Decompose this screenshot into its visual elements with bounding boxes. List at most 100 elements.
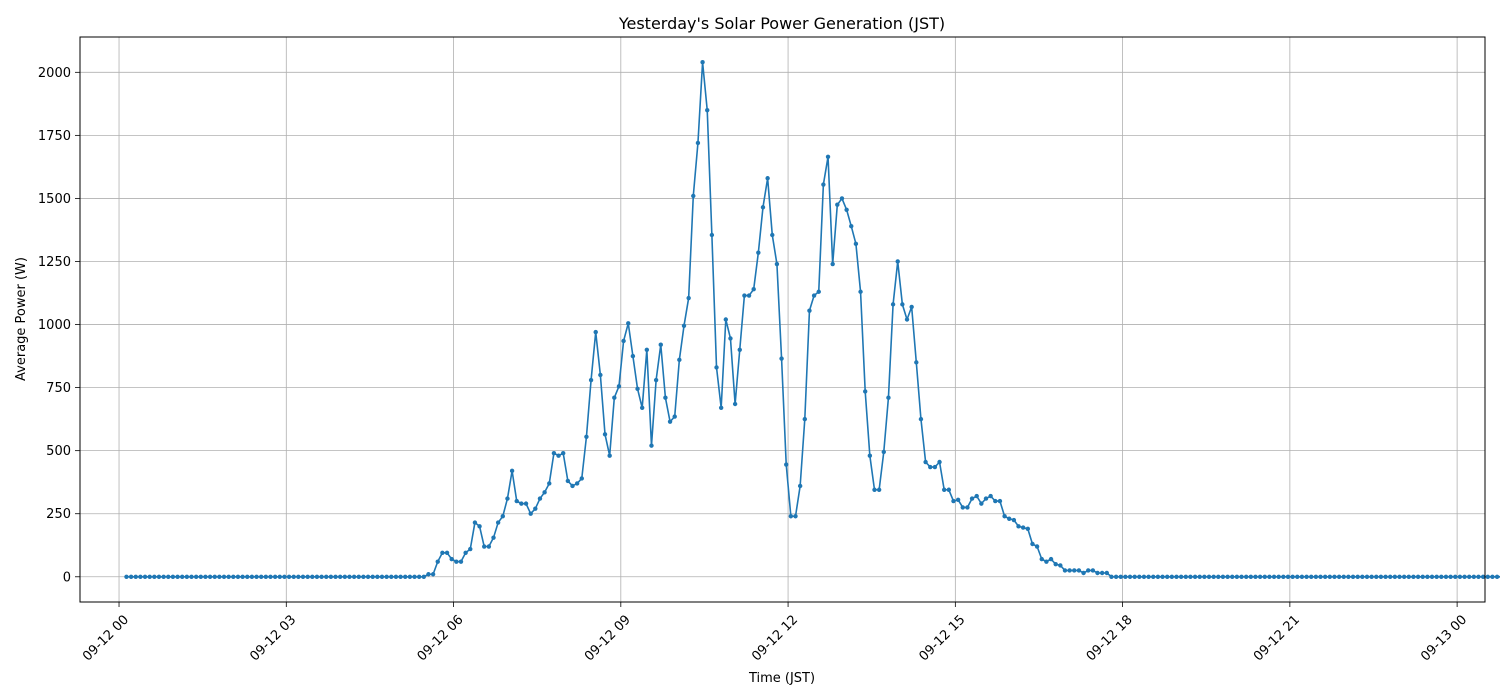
data-point bbox=[1025, 526, 1031, 532]
data-point bbox=[514, 498, 519, 504]
data-point bbox=[1346, 574, 1351, 579]
data-point bbox=[895, 259, 900, 264]
data-point bbox=[635, 386, 640, 392]
data-point bbox=[1090, 568, 1096, 573]
data-point bbox=[170, 574, 176, 579]
data-point bbox=[1267, 574, 1272, 579]
data-point bbox=[1183, 574, 1188, 579]
data-point bbox=[1234, 574, 1240, 579]
data-point bbox=[426, 572, 431, 577]
data-point bbox=[1123, 574, 1128, 579]
data-point bbox=[835, 202, 840, 207]
data-point bbox=[1388, 574, 1393, 579]
data-point bbox=[1457, 574, 1463, 579]
y-tick-label: 1750 bbox=[38, 129, 71, 144]
data-point bbox=[133, 574, 138, 579]
data-point bbox=[128, 574, 134, 579]
data-point bbox=[207, 574, 213, 579]
data-point bbox=[365, 574, 371, 579]
data-point bbox=[1420, 574, 1425, 579]
data-point bbox=[547, 481, 552, 486]
data-point bbox=[342, 574, 348, 579]
data-point bbox=[1253, 574, 1258, 579]
data-point bbox=[180, 574, 185, 579]
y-tick-label: 1250 bbox=[38, 255, 71, 270]
data-point bbox=[1304, 574, 1309, 579]
data-point bbox=[807, 308, 812, 313]
data-point bbox=[1369, 574, 1374, 579]
data-point bbox=[816, 289, 821, 294]
data-point bbox=[760, 205, 766, 210]
data-point bbox=[1299, 574, 1305, 579]
data-point bbox=[1434, 574, 1439, 579]
data-point bbox=[1494, 574, 1500, 579]
data-point bbox=[788, 514, 794, 519]
x-tick-label: 09-13 00 bbox=[1418, 612, 1470, 664]
data-point bbox=[1020, 525, 1026, 530]
data-point bbox=[1364, 574, 1370, 579]
data-point bbox=[881, 449, 886, 455]
data-point bbox=[565, 478, 571, 484]
data-point bbox=[691, 193, 696, 199]
data-point bbox=[537, 496, 543, 501]
data-point bbox=[407, 574, 413, 579]
data-point bbox=[519, 501, 524, 506]
data-point bbox=[324, 574, 329, 579]
data-point bbox=[152, 574, 157, 579]
data-point bbox=[584, 434, 589, 439]
data-point bbox=[1072, 568, 1077, 573]
data-point bbox=[217, 574, 222, 579]
y-tick-label: 1000 bbox=[38, 318, 71, 333]
x-tick-label: 09-12 21 bbox=[1251, 612, 1303, 664]
data-point bbox=[639, 405, 645, 410]
data-point bbox=[1383, 574, 1388, 579]
data-point bbox=[955, 497, 961, 503]
data-point bbox=[1336, 574, 1342, 579]
data-point bbox=[714, 365, 719, 370]
x-tick-label: 09-12 09 bbox=[582, 612, 634, 664]
data-point bbox=[1113, 574, 1119, 579]
data-point bbox=[1137, 574, 1142, 579]
data-point bbox=[770, 232, 775, 238]
data-point bbox=[561, 450, 566, 456]
data-point bbox=[1225, 574, 1230, 579]
data-point bbox=[663, 395, 668, 400]
data-point bbox=[960, 505, 965, 510]
data-point bbox=[444, 550, 450, 556]
data-point bbox=[1295, 574, 1300, 579]
data-point bbox=[440, 550, 445, 556]
data-point bbox=[291, 574, 296, 579]
data-point bbox=[184, 574, 190, 579]
data-point bbox=[361, 574, 366, 579]
data-point bbox=[430, 572, 436, 577]
data-point bbox=[319, 574, 324, 579]
data-point bbox=[774, 261, 780, 267]
data-point bbox=[1206, 574, 1212, 579]
plot-background bbox=[80, 37, 1485, 602]
data-point bbox=[533, 506, 538, 511]
data-point bbox=[1202, 574, 1207, 579]
data-point bbox=[979, 501, 984, 506]
data-point bbox=[1262, 574, 1267, 579]
x-tick-label: 09-12 00 bbox=[80, 612, 132, 664]
data-point bbox=[1448, 574, 1453, 579]
data-point bbox=[528, 511, 533, 516]
data-point bbox=[1378, 574, 1384, 579]
data-point bbox=[1411, 574, 1416, 579]
data-point bbox=[1160, 574, 1165, 579]
data-point bbox=[1007, 516, 1012, 521]
data-point bbox=[876, 487, 882, 492]
data-point bbox=[505, 496, 510, 501]
data-point bbox=[486, 544, 492, 549]
y-tick-label: 500 bbox=[46, 444, 71, 459]
data-point bbox=[1341, 574, 1346, 579]
data-point bbox=[500, 514, 505, 519]
data-point bbox=[811, 293, 817, 298]
data-point bbox=[1197, 574, 1202, 579]
data-point bbox=[147, 574, 152, 579]
data-point bbox=[863, 389, 868, 394]
data-point bbox=[853, 241, 859, 247]
data-point bbox=[1350, 574, 1356, 579]
data-point bbox=[1397, 574, 1402, 579]
data-point bbox=[825, 154, 831, 160]
